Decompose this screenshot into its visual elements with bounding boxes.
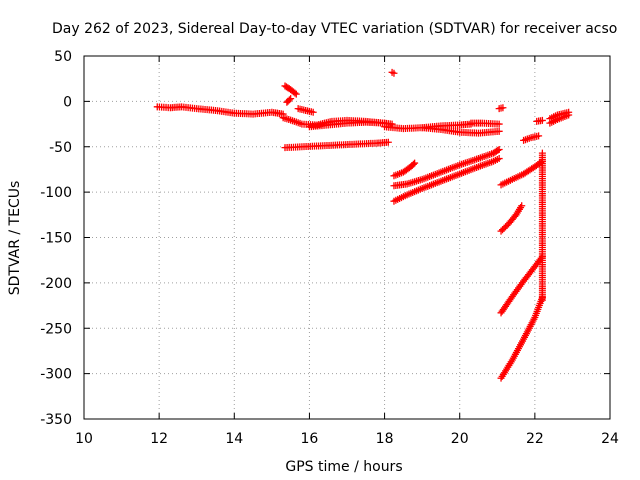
data-point — [411, 159, 419, 167]
data-point — [309, 108, 317, 116]
series-track-10 — [467, 119, 503, 128]
y-tick-label: -200 — [40, 276, 72, 292]
y-axis-label: SDTVAR / TECUs — [7, 181, 23, 296]
y-tick-label: -350 — [40, 412, 72, 428]
data-point — [518, 202, 526, 210]
series-track-24 — [538, 149, 546, 304]
data-point — [291, 89, 299, 97]
y-tick-label: 50 — [54, 49, 72, 65]
series-track-6 — [294, 105, 317, 116]
series-track-16 — [497, 157, 546, 189]
data-point — [495, 120, 503, 128]
data-point — [388, 120, 396, 128]
data-points — [153, 68, 573, 382]
data-point — [495, 145, 503, 153]
y-tick-label: -100 — [40, 185, 72, 201]
series-track-5 — [283, 95, 295, 106]
series-track-1 — [153, 103, 287, 118]
series-track-23 — [546, 108, 573, 123]
series-track-20 — [520, 132, 543, 144]
data-point — [494, 146, 502, 154]
plot-frame — [83, 55, 611, 420]
series-track-12 — [390, 159, 419, 180]
y-tick-label: -250 — [40, 321, 72, 337]
ticks: 10 12 14 16 18 20 22 24 50 0 -50 -100 -150 -200 -250 -3… — [40, 49, 619, 447]
data-point — [535, 132, 543, 140]
x-tick-label: 22 — [526, 431, 544, 447]
data-point — [384, 138, 392, 146]
data-point — [538, 296, 546, 304]
x-tick-label: 12 — [150, 431, 168, 447]
data-point — [285, 96, 293, 104]
series-track-3 — [281, 138, 392, 152]
series-track-11 — [388, 68, 398, 77]
gridlines — [84, 56, 610, 419]
chart-title: Day 262 of 2023, Sidereal Day-to-day VTE… — [52, 21, 617, 37]
x-tick-label: 14 — [225, 431, 243, 447]
series-track-7 — [305, 118, 389, 131]
y-tick-label: -150 — [40, 231, 72, 247]
data-point — [292, 90, 300, 98]
series-track-13 — [390, 145, 503, 190]
x-tick-label: 16 — [301, 431, 319, 447]
x-tick-label: 24 — [601, 431, 619, 447]
y-tick-label: -50 — [49, 140, 72, 156]
data-point — [495, 127, 503, 135]
data-point — [495, 155, 503, 163]
series-track-4 — [281, 82, 300, 98]
data-point — [499, 104, 507, 112]
x-tick-label: 18 — [376, 431, 394, 447]
series-track-9 — [418, 124, 503, 137]
y-tick-label: 0 — [63, 94, 72, 110]
series-track-21 — [533, 116, 546, 125]
series-track-15 — [495, 104, 507, 113]
series-track-17 — [497, 202, 526, 235]
data-point — [565, 108, 573, 116]
data-point — [538, 116, 546, 124]
x-axis-label: GPS time / hours — [285, 459, 402, 475]
data-point — [409, 160, 417, 168]
data-point — [390, 69, 398, 77]
series-track-14 — [390, 155, 503, 205]
series-track-19 — [497, 293, 546, 382]
x-tick-label: 20 — [451, 431, 469, 447]
y-tick-label: -300 — [40, 367, 72, 383]
x-tick-label: 10 — [75, 431, 93, 447]
data-point — [287, 95, 295, 103]
